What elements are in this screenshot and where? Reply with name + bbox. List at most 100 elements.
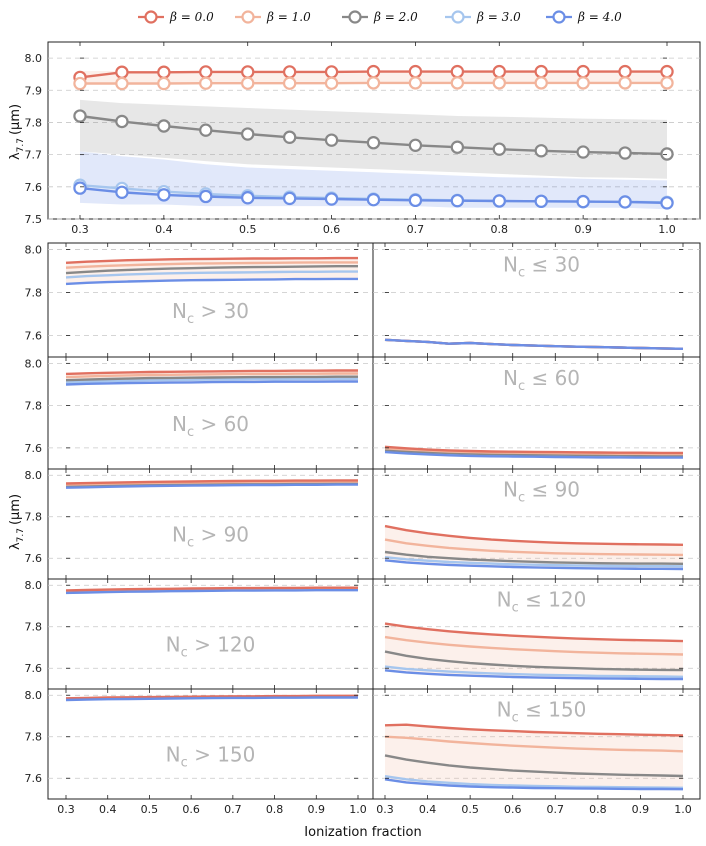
x-tick-label: 0.4: [99, 803, 117, 816]
subplot: 7.6 7.8 8.0 Nc > 30: [25, 242, 374, 358]
series-line: [384, 669, 683, 681]
data-point: [408, 138, 423, 153]
data-point: [115, 114, 129, 129]
y-tick-label: 8.0: [25, 52, 43, 65]
annotation-op: ≤ 30: [525, 253, 580, 277]
subplot: Nc ≤ 30: [372, 242, 701, 358]
data-point: [324, 133, 339, 147]
data-point: [282, 65, 297, 79]
data-point: [366, 192, 381, 207]
annotation-main: N: [497, 698, 512, 722]
series-line: [384, 448, 683, 457]
data-point: [199, 123, 213, 137]
data-point: [618, 146, 632, 160]
legend: β = 0.0 β = 1.0 β = 2.0 β = 3.0 β = 4.0: [138, 10, 622, 24]
legend-marker: [552, 10, 566, 24]
annotation-sub: c: [518, 266, 525, 281]
annotation-main: N: [503, 478, 518, 502]
legend-label: β = 4.0: [577, 10, 622, 24]
y-tick-label: 8.0: [25, 689, 43, 702]
y-tick-label: 7.5: [25, 213, 43, 226]
legend-label: β = 2.0: [373, 10, 418, 24]
x-tick-label: 0.9: [632, 803, 650, 816]
panel-annotation: Nc > 90: [172, 523, 249, 551]
x-tick-label: 0.4: [419, 803, 437, 816]
data-point: [576, 76, 590, 90]
data-point: [660, 76, 674, 90]
legend-marker: [144, 10, 158, 24]
data-point: [115, 65, 129, 79]
legend-item: β = 4.0: [546, 10, 622, 24]
series-line: [384, 665, 684, 678]
x-tick-label: 0.7: [547, 803, 565, 816]
legend-marker: [241, 10, 255, 24]
legend-label: β = 3.0: [476, 10, 521, 24]
y-tick-label: 7.8: [25, 400, 43, 413]
panel-annotation: Nc ≤ 120: [497, 588, 587, 616]
series-line: [384, 775, 684, 789]
data-point: [241, 65, 255, 79]
y-tick-label: 7.6: [25, 181, 43, 194]
subplot-frame: [47, 578, 374, 690]
subplot: 0.3 0.4 0.5 0.6 0.7 0.8 0.9 1.0 7.6 7.8 8.0 Nc > 15…: [25, 688, 374, 816]
x-tick-label: 0.3: [57, 803, 75, 816]
annotation-sub: c: [512, 711, 519, 726]
panel-annotation: Nc > 30: [172, 299, 249, 327]
series-line: [65, 377, 358, 384]
data-point: [199, 189, 213, 204]
data-point: [157, 119, 171, 133]
data-point: [73, 76, 87, 91]
x-tick-label: 1.0: [658, 223, 676, 236]
series-line: [384, 735, 684, 753]
series-line: [65, 694, 358, 700]
data-point: [660, 64, 674, 79]
series-line: [384, 778, 684, 791]
legend-item: β = 2.0: [342, 10, 418, 24]
x-tick-label: 0.8: [266, 803, 284, 816]
annotation-op: ≤ 90: [525, 478, 580, 502]
y-tick-label: 7.7: [25, 149, 43, 162]
annotation-main: N: [172, 523, 187, 547]
subplot-frame: [47, 688, 374, 800]
series-line: [65, 369, 358, 376]
x-tick-label: 0.5: [461, 803, 479, 816]
series-line: [65, 479, 358, 485]
legend-item: β = 3.0: [445, 10, 521, 24]
uncertainty-band: [385, 724, 683, 790]
data-point: [492, 76, 506, 90]
data-point: [366, 136, 381, 150]
data-point: [241, 191, 255, 205]
data-point: [408, 76, 423, 90]
annotation-sub: c: [518, 491, 525, 506]
panel-annotation: Nc > 120: [166, 633, 256, 661]
x-tick-label: 0.9: [574, 223, 592, 236]
x-tick-label: 0.5: [239, 223, 257, 236]
data-point: [366, 64, 381, 79]
x-tick-label: 0.7: [407, 223, 425, 236]
legend-item: β = 0.0: [138, 10, 214, 24]
data-point: [157, 188, 171, 202]
panel-annotation: Nc ≤ 30: [503, 253, 580, 281]
x-tick-label: 0.3: [376, 803, 394, 816]
series-line: [65, 375, 358, 382]
series-line: [65, 589, 358, 595]
data-point: [492, 142, 506, 156]
annotation-op: > 120: [188, 633, 256, 657]
series-line: [384, 524, 684, 546]
y-tick-label: 8.0: [25, 357, 43, 370]
x-tick-label: 0.9: [308, 803, 326, 816]
data-point: [492, 64, 506, 79]
grid-y-axis-label: λ7.7(μm): [8, 494, 26, 550]
data-point: [199, 65, 213, 79]
series-line: [384, 550, 684, 565]
y-tick-label: 7.8: [25, 621, 43, 634]
subplot: Nc ≤ 90: [372, 468, 701, 580]
series-line: [384, 622, 684, 643]
data-point: [157, 76, 171, 91]
series-line: [384, 556, 684, 568]
data-point: [241, 76, 255, 90]
annotation-op: ≤ 60: [525, 366, 580, 390]
series-line: [65, 696, 358, 702]
y-tick-label: 7.8: [25, 286, 43, 299]
